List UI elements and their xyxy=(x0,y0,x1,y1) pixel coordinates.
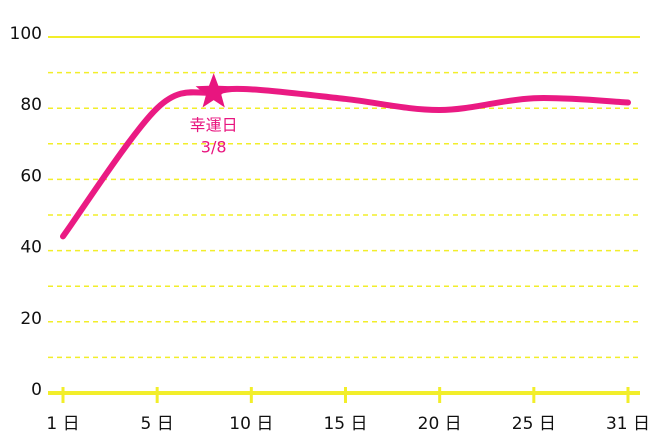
x-tick-label: 25 日 xyxy=(512,414,556,434)
x-tick-label: 10 日 xyxy=(229,414,273,434)
line xyxy=(60,85,631,240)
y-tick-label: 100 xyxy=(10,24,42,44)
annotation-date: 3/8 xyxy=(201,138,227,157)
x-tick-label: 20 日 xyxy=(418,414,462,434)
y-tick-label: 60 xyxy=(20,166,42,186)
y-tick-label: 0 xyxy=(31,380,42,400)
x-tick-label: 31 日 xyxy=(606,414,650,434)
annotation-label: 幸運日 xyxy=(190,116,238,135)
x-tick-label: 1 日 xyxy=(46,414,79,434)
x-tick-label: 15 日 xyxy=(323,414,367,434)
y-tick-label: 40 xyxy=(20,238,42,258)
y-tick-label: 20 xyxy=(20,309,42,329)
y-tick-label: 80 xyxy=(20,95,42,115)
x-tick-label: 5 日 xyxy=(141,414,174,434)
lucky-star xyxy=(195,73,232,108)
